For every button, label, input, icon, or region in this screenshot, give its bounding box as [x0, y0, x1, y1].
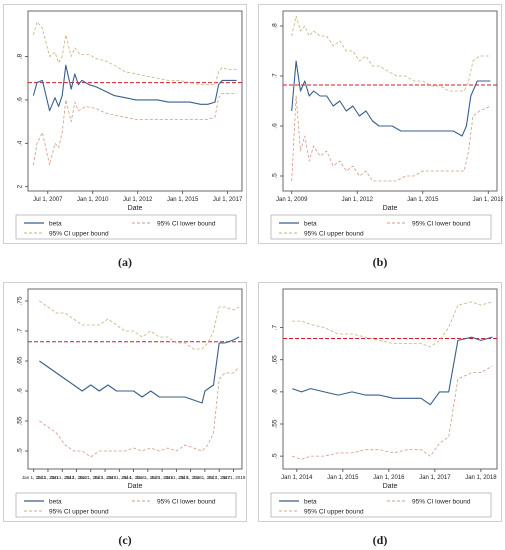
- chart-panel-b: .5 .6 .7 .8 Jan 1, 2009 Jan 1, 2012 Jan 1, 201…: [258, 4, 503, 244]
- x-tick-label: Jul 1, 2014: [122, 475, 145, 480]
- y-tick-label: .55: [272, 419, 279, 428]
- series-line-upper: [292, 301, 493, 348]
- x-tick-label: Jul 1, 2015: [151, 475, 174, 480]
- x-tick-label: Jan 1, 2009: [276, 197, 308, 203]
- plot-frame: [282, 288, 498, 470]
- chart-panel-a: 2 .4 .6 .8 Jul 1, 2007 Jan 1, 2010 Jul 1, 2012…: [3, 4, 247, 244]
- x-axis-title: Date: [383, 205, 398, 212]
- y-tick-label: .7: [17, 328, 24, 334]
- plot-frame: [27, 10, 243, 192]
- chart-d: .5 .55 .6 .65 .7 Jan 1, 2014 Jan 1, 2015 Jan 1,…: [270, 288, 498, 518]
- legend-box: [15, 492, 237, 518]
- panel-label-b: (b): [372, 255, 388, 269]
- panel-label-d: (d): [372, 533, 388, 547]
- x-tick-label: Jul 1, 2017: [213, 197, 243, 203]
- legend-box: [15, 214, 237, 240]
- y-tick-label: .8: [17, 53, 24, 59]
- x-tick-label: Jan 1, 2017: [193, 475, 217, 480]
- y-tick-label: .65: [17, 356, 24, 365]
- series-line-beta: [292, 336, 493, 406]
- legend-label-upper: 95% CI upper bound: [304, 231, 364, 238]
- y-tick-label: 2: [17, 184, 24, 188]
- x-tick-label: Jan 1, 2018: [473, 197, 503, 203]
- panel-label-c: (c): [118, 533, 132, 547]
- y-tick-label: .55: [17, 416, 24, 425]
- x-tick-label: Jan 1, 2016: [164, 475, 188, 480]
- x-tick-label: Jul 1, 2016: [179, 475, 202, 480]
- series-line-upper: [291, 15, 491, 92]
- y-tick-label: .5: [17, 448, 24, 454]
- y-tick-label: .7: [272, 73, 279, 79]
- y-tick-label: .65: [272, 355, 279, 364]
- series-line-lower: [291, 95, 491, 182]
- y-tick-label: .4: [17, 140, 24, 146]
- chart-panel-d: .5 .55 .6 .65 .7 Jan 1, 2014 Jan 1, 2015 Jan 1,…: [258, 282, 502, 522]
- series-line-lower: [292, 365, 493, 460]
- series-line-upper: [33, 21, 237, 86]
- legend-label-lower: 95% CI lower bound: [157, 221, 216, 228]
- x-tick-label: Jan 1, 2015: [167, 197, 199, 203]
- x-tick-label: Jan 1, 2010: [77, 197, 109, 203]
- series-line-lower: [39, 366, 240, 458]
- x-tick-label: Jul 1, 2012: [123, 197, 153, 203]
- x-tick-label: Jul 1, 2017: [208, 475, 231, 480]
- x-axis-title: Date: [383, 483, 398, 490]
- legend-label-upper: 95% CI upper bound: [304, 509, 364, 516]
- chart-panel-c: .5.55.6.65.7.75 Jan 1, 2011 Jul 1, 2011 Jan…: [3, 282, 247, 522]
- legend-label-lower: 95% CI lower bound: [157, 499, 216, 506]
- y-tick-label: .6: [272, 389, 279, 395]
- x-tick-label: Jan 1, 2015: [327, 475, 359, 481]
- legend-label-lower: 95% CI lower bound: [412, 499, 471, 506]
- x-tick-label: Jan 1, 2016: [373, 475, 405, 481]
- x-tick-label: Jul 1, 2007: [33, 197, 63, 203]
- plot-frame: [282, 10, 498, 192]
- x-tick-label: Jan 1, 2017: [419, 475, 451, 481]
- y-tick-label: .8: [272, 23, 279, 29]
- x-tick-label: Jan 1, 2014: [281, 475, 313, 481]
- legend-label-upper: 95% CI upper bound: [49, 231, 109, 238]
- legend-label-beta: beta: [49, 499, 62, 506]
- y-tick-label: .6: [17, 97, 24, 103]
- y-tick-label: .75: [17, 296, 24, 305]
- x-tick-label: Jan 1, 2015: [136, 475, 160, 480]
- legend-label-upper: 95% CI upper bound: [49, 509, 109, 516]
- x-tick-label: Jan 1, 2011: [22, 475, 46, 480]
- y-tick-label: .7: [272, 324, 279, 330]
- series-line-upper: [39, 300, 240, 350]
- x-tick-label: Jul 1, 2011: [37, 475, 60, 480]
- y-tick-label: .6: [272, 123, 279, 129]
- legend-label-beta: beta: [304, 221, 317, 228]
- legend-label-beta: beta: [304, 499, 317, 506]
- chart-a: 2 .4 .6 .8 Jul 1, 2007 Jan 1, 2010 Jul 1, 2012…: [15, 10, 243, 240]
- legend-box: [270, 492, 492, 518]
- series-line-beta: [32, 64, 237, 112]
- x-tick-label: Jul 1, 2012: [65, 475, 88, 480]
- legend-box: [270, 214, 492, 240]
- x-axis-title: Date: [128, 483, 143, 490]
- x-tick-label: Jan 1, 2013: [79, 475, 103, 480]
- x-tick-label: Jan 1, 2015: [407, 197, 439, 203]
- series-line-beta: [291, 60, 491, 137]
- x-tick-label: Jan 1, 2014: [107, 475, 131, 480]
- series-line-beta: [39, 336, 240, 404]
- y-tick-label: .5: [272, 173, 279, 179]
- series-line-lower: [33, 93, 237, 166]
- y-tick-label: .6: [17, 388, 24, 394]
- legend-label-beta: beta: [49, 221, 62, 228]
- x-tick-label: Jul 1, 2013: [94, 475, 117, 480]
- x-tick-label: Jan 1, 2012: [342, 197, 374, 203]
- x-tick-label: Jan 1, 2012: [50, 475, 74, 480]
- x-axis-title: Date: [128, 205, 143, 212]
- legend-label-lower: 95% CI lower bound: [412, 221, 471, 228]
- plot-frame: [27, 288, 243, 470]
- x-tick-label: Jan 1, 2018: [221, 475, 245, 480]
- x-tick-label: Jan 1, 2018: [465, 475, 497, 481]
- panel-label-a: (a): [118, 255, 132, 269]
- y-tick-label: .5: [272, 453, 279, 459]
- chart-b: .5 .6 .7 .8 Jan 1, 2009 Jan 1, 2012 Jan 1, 201…: [270, 10, 503, 240]
